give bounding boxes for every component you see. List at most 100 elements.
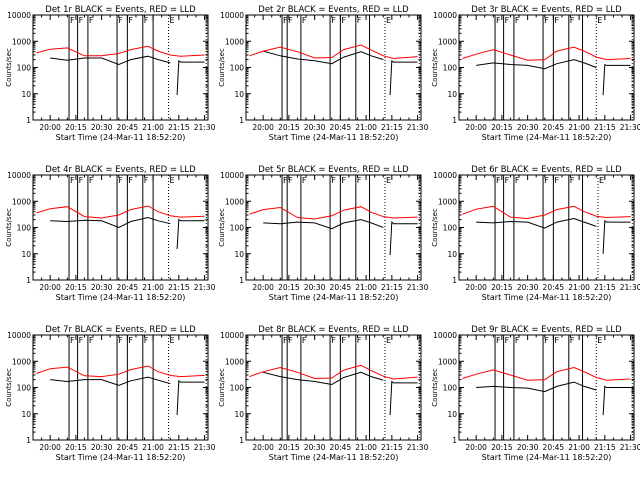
flag-annotation: F xyxy=(357,16,362,25)
y-tick-label: 1000 xyxy=(225,37,244,46)
y-axis-label: Counts/sec xyxy=(5,208,13,247)
flag-annotation: F xyxy=(570,336,575,345)
x-tick-label: 21:00 xyxy=(142,123,164,132)
series-events-line xyxy=(389,59,418,96)
y-tick-label: 1 xyxy=(239,436,244,445)
flag-annotation: F xyxy=(515,176,520,185)
y-axis-label: Counts/sec xyxy=(431,368,439,407)
x-tick-label: 20:15 xyxy=(65,283,87,292)
y-tick-label: 1 xyxy=(452,436,457,445)
chart-title: Det 9r BLACK = Events, RED = LLD xyxy=(471,325,622,335)
y-tick-label: 1 xyxy=(26,436,31,445)
series-events-line xyxy=(176,59,205,96)
x-tick-label: 20:45 xyxy=(543,283,565,292)
flag-annotation: F xyxy=(544,176,549,185)
x-tick-label: 20:15 xyxy=(65,443,87,452)
x-tick-label: 20:00 xyxy=(39,443,61,452)
plot-frame xyxy=(32,334,209,441)
series-lld-line xyxy=(462,46,631,61)
y-tick-label: 1000 xyxy=(438,357,457,366)
y-tick-label: 10000 xyxy=(7,11,31,20)
y-tick-label: 1 xyxy=(26,276,31,285)
y-tick-label: 10000 xyxy=(7,171,31,180)
x-tick-label: 20:45 xyxy=(543,443,565,452)
x-tick-label: 21:30 xyxy=(407,443,429,452)
x-tick-label: 21:00 xyxy=(355,443,377,452)
x-tick-label: 20:15 xyxy=(278,283,300,292)
flag-annotation: F xyxy=(341,176,346,185)
x-tick-label: 20:15 xyxy=(491,123,513,132)
x-tick-label: 21:15 xyxy=(168,283,190,292)
y-tick-label: 10 xyxy=(234,90,244,99)
x-tick-label: 20:00 xyxy=(39,283,61,292)
flag-annotation: F xyxy=(288,16,293,25)
flag-annotation: F xyxy=(331,336,336,345)
y-tick-label: 1 xyxy=(26,116,31,125)
plot-frame xyxy=(245,14,422,121)
flag-annotation: F xyxy=(570,16,575,25)
y-tick-label: 10 xyxy=(447,410,457,419)
series-events-line xyxy=(389,380,418,416)
x-tick-label: 20:15 xyxy=(491,283,513,292)
flag-annotation: F xyxy=(89,176,94,185)
y-tick-label: 10000 xyxy=(220,331,244,340)
chart-title: Det 2r BLACK = Events, RED = LLD xyxy=(258,5,409,15)
flag-annotation: F xyxy=(128,336,133,345)
x-tick-label: 20:30 xyxy=(91,283,113,292)
flag-annotation: F xyxy=(496,176,501,185)
flag-annotation: F xyxy=(118,176,123,185)
x-tick-label: 21:15 xyxy=(381,443,403,452)
flag-annotation: F xyxy=(288,176,293,185)
y-axis-label: Counts/sec xyxy=(5,48,13,87)
x-tick-label: 21:00 xyxy=(355,283,377,292)
x-axis-label: Start Time (24-Mar-11 18:52:20) xyxy=(56,133,186,142)
plot-frame xyxy=(32,174,209,281)
y-tick-label: 10 xyxy=(21,250,31,259)
x-tick-label: 20:00 xyxy=(252,123,274,132)
y-tick-label: 1 xyxy=(239,276,244,285)
series-lld-line xyxy=(249,44,418,60)
flag-annotation: F xyxy=(496,336,501,345)
flag-annotation: F xyxy=(302,16,307,25)
y-tick-label: 10 xyxy=(21,410,31,419)
series-lld-line xyxy=(462,366,631,381)
flag-annotation: F xyxy=(554,176,559,185)
x-tick-label: 21:30 xyxy=(620,123,640,132)
x-axis-label: Start Time (24-Mar-11 18:52:20) xyxy=(482,453,612,462)
x-tick-label: 20:15 xyxy=(491,443,513,452)
x-tick-label: 20:15 xyxy=(278,443,300,452)
flag-annotation: F xyxy=(70,336,75,345)
y-tick-label: 10 xyxy=(447,90,457,99)
y-tick-label: 1000 xyxy=(12,37,31,46)
series-events-line xyxy=(263,50,384,65)
x-tick-label: 20:30 xyxy=(304,283,326,292)
flag-annotation: E xyxy=(170,16,175,25)
x-tick-label: 20:30 xyxy=(91,123,113,132)
x-tick-label: 20:45 xyxy=(117,123,139,132)
chart-title: Det 7r BLACK = Events, RED = LLD xyxy=(45,325,196,335)
x-tick-label: 21:15 xyxy=(381,283,403,292)
flag-annotation: E xyxy=(170,336,175,345)
series-events-line xyxy=(476,59,597,70)
x-tick-label: 21:00 xyxy=(142,283,164,292)
x-tick-label: 20:45 xyxy=(543,123,565,132)
flag-annotation: F xyxy=(302,336,307,345)
y-axis-label: Counts/sec xyxy=(5,368,13,407)
chart-title: Det 4r BLACK = Events, RED = LLD xyxy=(45,165,196,175)
y-tick-label: 1000 xyxy=(225,197,244,206)
series-events-line xyxy=(50,55,171,66)
flag-annotation: F xyxy=(357,336,362,345)
x-tick-label: 20:00 xyxy=(465,283,487,292)
x-axis-label: Start Time (24-Mar-11 18:52:20) xyxy=(482,133,612,142)
x-tick-label: 21:30 xyxy=(194,123,216,132)
x-tick-label: 21:00 xyxy=(355,123,377,132)
y-tick-label: 100 xyxy=(230,64,245,73)
y-tick-label: 100 xyxy=(230,224,245,233)
flag-annotation: F xyxy=(89,16,94,25)
y-tick-label: 100 xyxy=(443,224,458,233)
y-tick-label: 100 xyxy=(443,384,458,393)
